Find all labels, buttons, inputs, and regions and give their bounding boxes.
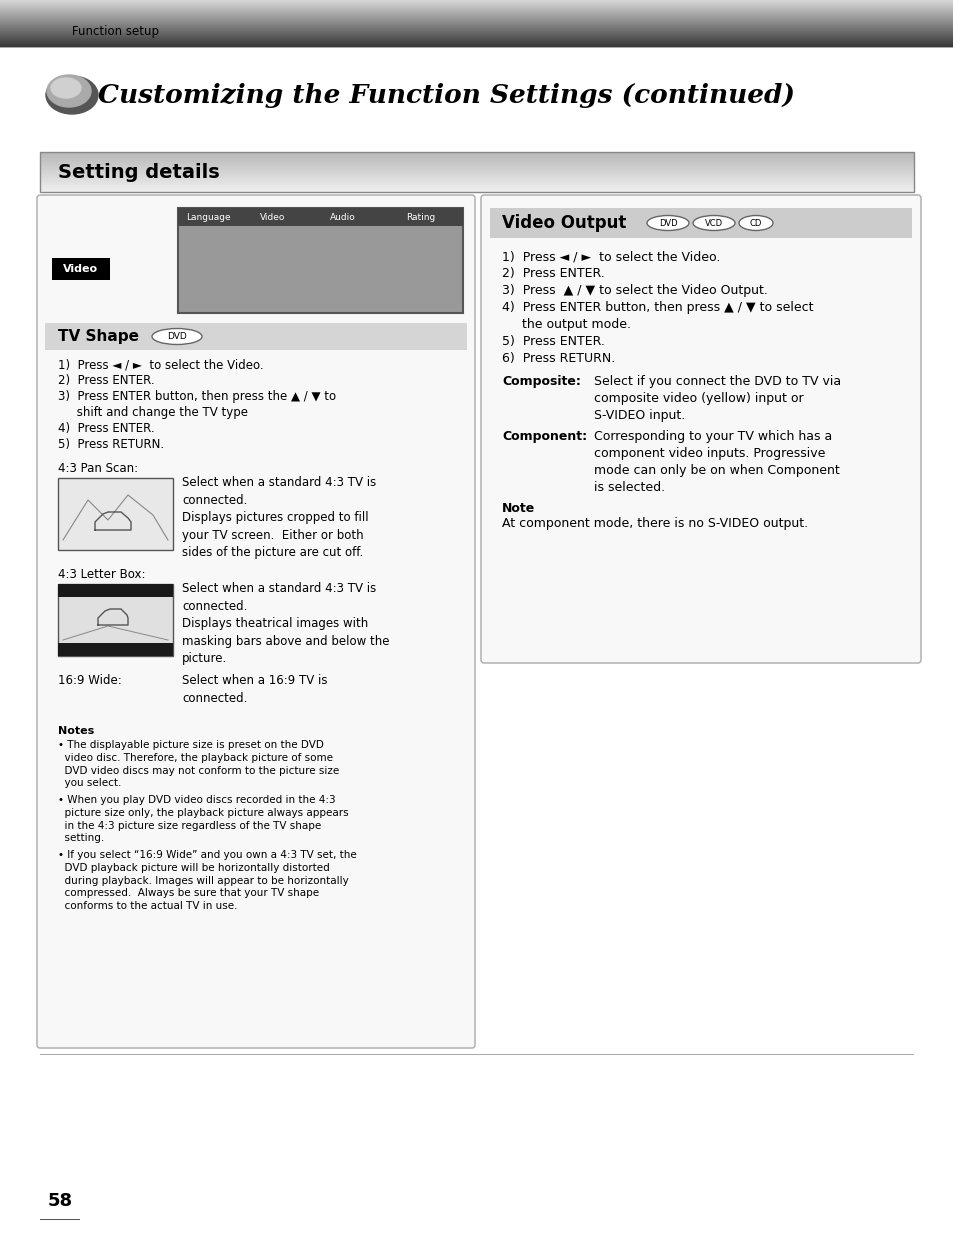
Text: 4:3 Letter Box:: 4:3 Letter Box: — [58, 568, 146, 580]
Text: 3)  Press  ▲ / ▼ to select the Video Output.: 3) Press ▲ / ▼ to select the Video Outpu… — [501, 284, 767, 296]
Bar — [58, 643, 172, 656]
Bar — [490, 207, 911, 238]
Ellipse shape — [152, 329, 202, 345]
Text: Select if you connect the DVD to TV via
composite video (yellow) input or
S-VIDE: Select if you connect the DVD to TV via … — [594, 375, 841, 422]
Ellipse shape — [692, 215, 734, 231]
Text: • The displayable picture size is preset on the DVD
  video disc. Therefore, the: • The displayable picture size is preset… — [58, 740, 339, 788]
Text: • When you play DVD video discs recorded in the 4:3
  picture size only, the pla: • When you play DVD video discs recorded… — [58, 795, 348, 844]
Text: At component mode, there is no S-VIDEO output.: At component mode, there is no S-VIDEO o… — [501, 517, 807, 530]
Ellipse shape — [646, 215, 688, 231]
Text: Notes: Notes — [58, 726, 94, 736]
Text: 2)  Press ENTER.: 2) Press ENTER. — [58, 374, 154, 387]
Text: VCD: VCD — [704, 219, 722, 227]
Text: Audio: Audio — [330, 212, 355, 221]
Text: Component:: Component: — [501, 430, 586, 443]
Ellipse shape — [739, 215, 772, 231]
Text: DVD: DVD — [167, 332, 187, 341]
Text: Video: Video — [260, 212, 285, 221]
Text: 16:9 Wide:: 16:9 Wide: — [58, 674, 122, 687]
Text: TV Shape: TV Shape — [58, 329, 139, 345]
Bar — [58, 584, 172, 597]
Text: 4)  Press ENTER.: 4) Press ENTER. — [58, 422, 154, 435]
Bar — [40, 152, 913, 191]
Ellipse shape — [47, 75, 91, 107]
Text: Video: Video — [63, 264, 98, 274]
Text: Select when a standard 4:3 TV is
connected.
Displays theatrical images with
mask: Select when a standard 4:3 TV is connect… — [182, 582, 389, 664]
Text: 4)  Press ENTER button, then press ▲ / ▼ to select: 4) Press ENTER button, then press ▲ / ▼ … — [501, 301, 813, 314]
Text: 2)  Press ENTER.: 2) Press ENTER. — [501, 267, 604, 280]
Text: 3)  Press ENTER button, then press the ▲ / ▼ to: 3) Press ENTER button, then press the ▲ … — [58, 390, 335, 403]
Text: shift and change the TV type: shift and change the TV type — [58, 406, 248, 419]
Text: 5)  Press ENTER.: 5) Press ENTER. — [501, 335, 604, 348]
Text: Language: Language — [186, 212, 231, 221]
Text: 1)  Press ◄ / ►  to select the Video.: 1) Press ◄ / ► to select the Video. — [58, 358, 263, 370]
Text: Note: Note — [501, 501, 535, 515]
Text: the output mode.: the output mode. — [501, 317, 630, 331]
Bar — [58, 584, 172, 656]
Text: • If you select “16:9 Wide” and you own a 4:3 TV set, the
  DVD playback picture: • If you select “16:9 Wide” and you own … — [58, 850, 356, 911]
Bar — [58, 478, 172, 550]
Text: Select when a standard 4:3 TV is
connected.
Displays pictures cropped to fill
yo: Select when a standard 4:3 TV is connect… — [182, 475, 375, 559]
Text: 5)  Press RETURN.: 5) Press RETURN. — [58, 438, 164, 451]
Text: Corresponding to your TV which has a
component video inputs. Progressive
mode ca: Corresponding to your TV which has a com… — [594, 430, 839, 494]
Text: Composite:: Composite: — [501, 375, 580, 388]
Bar — [178, 207, 462, 312]
Text: Select when a 16:9 TV is
connected.: Select when a 16:9 TV is connected. — [182, 674, 327, 704]
FancyBboxPatch shape — [480, 195, 920, 663]
Ellipse shape — [46, 77, 98, 114]
Text: DVD: DVD — [658, 219, 677, 227]
Text: 4:3 Pan Scan:: 4:3 Pan Scan: — [58, 462, 138, 475]
Bar — [178, 207, 462, 226]
Text: 6)  Press RETURN.: 6) Press RETURN. — [501, 352, 615, 366]
Bar — [52, 258, 110, 280]
Text: Rating: Rating — [406, 212, 435, 221]
Text: 58: 58 — [48, 1192, 73, 1210]
Text: Function setup: Function setup — [71, 26, 159, 38]
Bar — [45, 324, 467, 350]
Bar — [40, 1219, 80, 1220]
Text: CD: CD — [749, 219, 761, 227]
FancyBboxPatch shape — [37, 195, 475, 1049]
Text: 1)  Press ◄ / ►  to select the Video.: 1) Press ◄ / ► to select the Video. — [501, 249, 720, 263]
Text: Setting details: Setting details — [58, 163, 219, 182]
Ellipse shape — [51, 78, 81, 98]
Text: Video Output: Video Output — [501, 214, 626, 232]
Text: Customizing the Function Settings (continued): Customizing the Function Settings (conti… — [98, 83, 794, 107]
